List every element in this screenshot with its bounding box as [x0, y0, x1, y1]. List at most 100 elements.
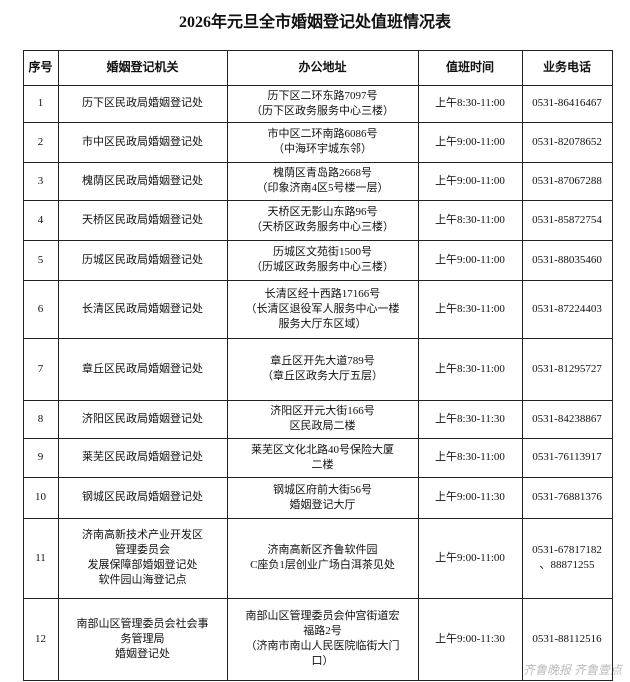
cell-line: 8	[37, 412, 44, 425]
cell-line: 历城区文苑街1500号	[273, 246, 372, 258]
address-cell: 南部山区管理委员会仲宫街道宏 福路2号 （济南市南山人民医院临街大门 口）	[227, 598, 418, 680]
index-cell: 4	[23, 200, 58, 240]
cell-line: （济南市南山人民医院临街大门	[245, 640, 400, 652]
hours-cell: 上午9:00-11:00	[418, 518, 522, 598]
hours-cell: 上午8:30-11:00	[418, 85, 522, 122]
office-cell: 长清区民政局婚姻登记处	[58, 280, 227, 338]
row-border	[23, 85, 613, 86]
phone-cell: 0531-82078652	[522, 122, 612, 162]
cell-line: 12	[35, 632, 46, 645]
cell-line: 槐荫区青岛路2668号	[273, 167, 372, 179]
cell-line: 上午8:30-11:00	[435, 97, 505, 109]
cell-line: 2	[37, 135, 44, 148]
cell-line: 9	[37, 451, 44, 463]
column-border	[23, 50, 24, 680]
index-cell: 2	[23, 122, 58, 162]
cell-line: 上午9:00-11:00	[435, 253, 505, 266]
address-cell: 长清区经十西路17166号 （长清区退役军人服务中心一楼 服务大厅东区域）	[227, 280, 418, 338]
cell-line: 0531-76113917	[532, 451, 602, 463]
cell-line: 0531-88112516	[532, 632, 602, 645]
cell-line: 济南高新技术产业开发区	[82, 529, 203, 541]
address-cell: 济阳区开元大街166号 区民政局二楼	[227, 400, 418, 438]
cell-line: 上午9:00-11:00	[435, 135, 505, 148]
address-cell: 历城区文苑街1500号 （历城区政务服务中心三楼）	[227, 240, 418, 280]
cell-line: 莱芜区文化北路40号保险大厦	[251, 443, 394, 456]
phone-cell: 0531-87067288	[522, 162, 612, 200]
cell-line: 上午8:30-11:00	[435, 302, 505, 315]
cell-line: 章丘区民政局婚姻登记处	[82, 362, 203, 375]
cell-line: 南部山区管理委员会仲宫街道宏	[245, 610, 400, 622]
cell-line: （历城区政务服务中心三楼）	[251, 261, 394, 273]
cell-line: 槐荫区民政局婚姻登记处	[82, 174, 203, 187]
phone-cell: 0531-81295727	[522, 338, 612, 400]
cell-line: 0531-86416467	[532, 97, 602, 109]
index-cell: 11	[23, 518, 58, 598]
cell-line: 7	[37, 362, 44, 375]
phone-cell: 0531-87224403	[522, 280, 612, 338]
address-cell: 济南高新区齐鲁软件园 C座负1层创业广场白洱茶见处	[227, 518, 418, 598]
address-cell: 槐荫区青岛路2668号 （印象济南4区5号楼一层）	[227, 162, 418, 200]
cell-line: 钢城区民政局婚姻登记处	[82, 491, 203, 503]
hours-cell: 上午8:30-11:00	[418, 200, 522, 240]
cell-line: （印象济南4区5号楼一层）	[256, 182, 389, 194]
office-cell: 天桥区民政局婚姻登记处	[58, 200, 227, 240]
cell-line: 市中区民政局婚姻登记处	[82, 135, 203, 148]
cell-line: 0531-88035460	[532, 253, 602, 266]
row-border	[23, 50, 613, 51]
cell-line: 上午9:00-11:30	[435, 491, 505, 503]
row-border	[23, 240, 613, 241]
row-border	[23, 122, 613, 123]
cell-line: 莱芜区民政局婚姻登记处	[82, 451, 203, 463]
cell-line: 0531-67817182	[532, 544, 602, 556]
index-cell: 10	[23, 477, 58, 518]
cell-line: 软件园山海登记点	[98, 574, 187, 586]
row-border	[23, 518, 613, 519]
header-cell: 序号	[28, 60, 53, 74]
table-title: 2026年元旦全市婚姻登记处值班情况表	[178, 14, 451, 31]
office-cell: 历城区民政局婚姻登记处	[58, 240, 227, 280]
cell-line: 章丘区开先大道789号	[270, 355, 375, 367]
index-cell: 7	[23, 338, 58, 400]
cell-line: 天桥区民政局婚姻登记处	[82, 213, 203, 226]
office-cell: 济南高新技术产业开发区 管理委员会 发展保障部婚姻登记处 软件园山海登记点	[58, 518, 227, 598]
cell-line: 11	[35, 551, 46, 564]
phone-cell: 0531-76113917	[522, 438, 612, 477]
cell-line: 0531-82078652	[532, 135, 602, 148]
phone-cell: 0531-84238867	[522, 400, 612, 438]
office-cell: 钢城区民政局婚姻登记处	[58, 477, 227, 518]
cell-line: 5	[37, 253, 44, 266]
office-cell: 章丘区民政局婚姻登记处	[58, 338, 227, 400]
hours-cell: 上午9:00-11:30	[418, 477, 522, 518]
cell-line: 历下区二环东路7097号	[267, 89, 378, 102]
cell-line: 3	[37, 174, 44, 187]
address-cell: 天桥区无影山东路96号 （天桥区政务服务中心三楼）	[227, 200, 418, 240]
cell-line: 上午8:30-11:00	[435, 362, 505, 375]
phone-cell: 0531-88112516	[522, 598, 612, 680]
hours-cell: 上午9:00-11:00	[418, 122, 522, 162]
cell-line: 上午8:30-11:00	[435, 451, 505, 463]
column-border	[522, 50, 523, 680]
cell-line: 6	[37, 302, 44, 315]
cell-line: （天桥区政务服务中心三楼）	[251, 221, 394, 233]
cell-line: 区民政局二楼	[289, 420, 356, 432]
cell-line: 服务大厅东区域）	[278, 317, 367, 330]
cell-line: 0531-87067288	[532, 174, 602, 187]
cell-line: 婚姻登记大厅	[289, 498, 356, 511]
cell-line: 管理委员会	[115, 544, 170, 556]
cell-line: 市中区二环南路6086号	[267, 128, 378, 140]
cell-line: 长清区民政局婚姻登记处	[82, 302, 203, 315]
hours-cell: 上午9:00-11:00	[418, 240, 522, 280]
index-cell: 8	[23, 400, 58, 438]
phone-cell: 0531-86416467	[522, 85, 612, 122]
cell-line: 上午9:00-11:00	[435, 551, 505, 564]
cell-line: 0531-76881376	[532, 491, 602, 503]
index-cell: 6	[23, 280, 58, 338]
cell-line: 口）	[311, 655, 334, 667]
cell-line: 上午9:00-11:00	[435, 174, 505, 187]
address-cell: 市中区二环南路6086号 （中海环宇城东邻）	[227, 122, 418, 162]
cell-line: 1	[37, 97, 44, 109]
cell-line: （章丘区政务大厅五层）	[262, 370, 383, 382]
row-border	[23, 680, 613, 681]
cell-line: 上午8:30-11:00	[435, 213, 505, 226]
